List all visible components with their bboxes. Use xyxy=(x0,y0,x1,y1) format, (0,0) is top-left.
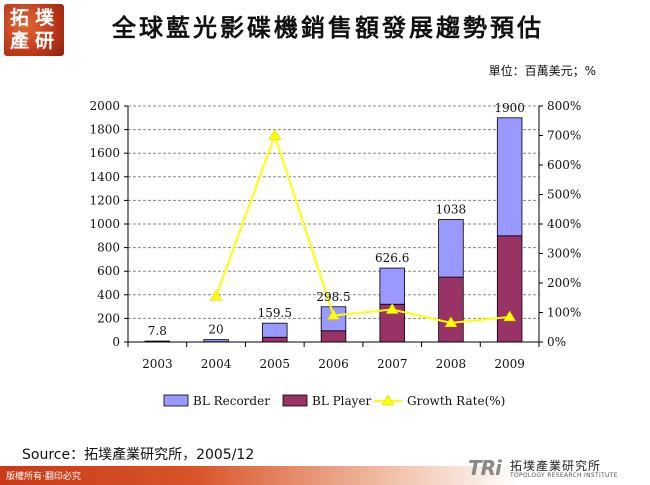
growth-rate-line xyxy=(215,132,510,324)
legend-swatch-bl-player xyxy=(282,394,308,407)
brand-name-en: TOPOLOGY RESEARCH INSTITUTE xyxy=(510,472,618,479)
bar-total-label: 20 xyxy=(208,323,223,337)
y-right-tick-label: 100% xyxy=(547,306,581,320)
growth-rate-marker xyxy=(268,129,282,140)
footer-bar xyxy=(0,466,650,485)
x-tick-label: 2007 xyxy=(377,357,408,371)
bar-total-label: 1900 xyxy=(494,101,525,115)
y-right-tick-label: 700% xyxy=(547,129,581,143)
y-right-tick-label: 200% xyxy=(547,276,581,290)
brand-name-zh: 拓墣產業研究所 xyxy=(510,459,602,473)
legend-label-bl-recorder: BL Recorder xyxy=(193,394,270,408)
brand-logo: TRi 拓墣產業研究所 TOPOLOGY RESEARCH INSTITUTE xyxy=(468,456,648,482)
bar-bl-player xyxy=(496,235,523,343)
y-left-tick-label: 1600 xyxy=(89,146,120,160)
bar-bl-recorder xyxy=(262,322,288,338)
y-left-tick-label: 600 xyxy=(97,264,120,278)
unit-label: 單位：百萬美元；% xyxy=(488,64,596,78)
growth-rate-marker xyxy=(503,310,517,322)
legend-label-growth-rate: Growth Rate(%) xyxy=(407,394,505,408)
x-tick-label: 2005 xyxy=(260,357,291,371)
y-left-tick-label: 1000 xyxy=(89,217,120,231)
y-right-tick-label: 300% xyxy=(547,247,581,261)
bar-bl-recorder xyxy=(496,117,523,237)
bar-bl-recorder xyxy=(379,267,405,305)
x-tick-label: 2008 xyxy=(436,357,467,371)
y-left-tick-label: 2000 xyxy=(89,99,120,113)
slide-title: 全球藍光影碟機銷售額發展趨勢預估 xyxy=(112,13,544,42)
bar-total-label: 298.5 xyxy=(316,290,350,304)
brand-tri: TRi xyxy=(468,456,502,480)
x-tick-label: 2004 xyxy=(201,357,232,371)
bar-bl-player xyxy=(438,276,464,343)
legend-swatch-bl-recorder xyxy=(163,394,189,407)
y-left-tick-label: 1800 xyxy=(89,123,120,137)
growth-rate-marker xyxy=(385,303,399,314)
source-note: Source：拓墣產業研究所，2005/12 xyxy=(22,447,255,463)
bar-bl-recorder xyxy=(438,219,464,278)
logo-char: 產 xyxy=(10,30,30,52)
bar-total-label: 7.8 xyxy=(148,324,167,338)
y-right-tick-label: 400% xyxy=(547,217,581,231)
legend-label-bl-player: BL Player xyxy=(312,394,372,408)
y-left-tick-label: 0 xyxy=(112,335,120,349)
y-left-tick-label: 400 xyxy=(97,288,120,302)
y-left-tick-label: 200 xyxy=(97,311,120,325)
logo: 拓 墣 產 研 xyxy=(4,4,64,56)
bar-bl-recorder xyxy=(203,339,229,343)
y-right-tick-label: 0% xyxy=(547,335,566,349)
logo-char: 研 xyxy=(35,30,55,52)
y-right-tick-label: 500% xyxy=(547,188,581,202)
growth-rate-marker xyxy=(444,316,458,328)
x-tick-label: 2006 xyxy=(318,357,349,371)
bar-total-label: 1038 xyxy=(436,203,467,217)
bar-total-label: 159.5 xyxy=(258,306,292,320)
bar-bl-player xyxy=(262,336,288,343)
legend-swatch-growth-marker xyxy=(381,394,395,406)
bar-total-label: 626.6 xyxy=(375,251,409,265)
y-left-tick-label: 1400 xyxy=(89,170,120,184)
y-right-tick-label: 800% xyxy=(547,99,581,113)
growth-rate-marker xyxy=(327,308,340,320)
bar-bl-player xyxy=(320,330,347,343)
x-tick-label: 2003 xyxy=(142,357,173,371)
logo-char: 墣 xyxy=(35,7,55,29)
y-left-tick-label: 1200 xyxy=(89,193,120,207)
x-tick-label: 2009 xyxy=(494,357,525,371)
y-left-tick-label: 800 xyxy=(97,241,120,255)
brand-tri-text: TRi xyxy=(468,456,502,480)
logo-char: 拓 xyxy=(10,7,30,29)
y-right-tick-label: 600% xyxy=(547,158,581,172)
growth-rate-marker xyxy=(209,289,223,301)
copyright-text: 版權所有‧翻印必究 xyxy=(6,472,81,482)
